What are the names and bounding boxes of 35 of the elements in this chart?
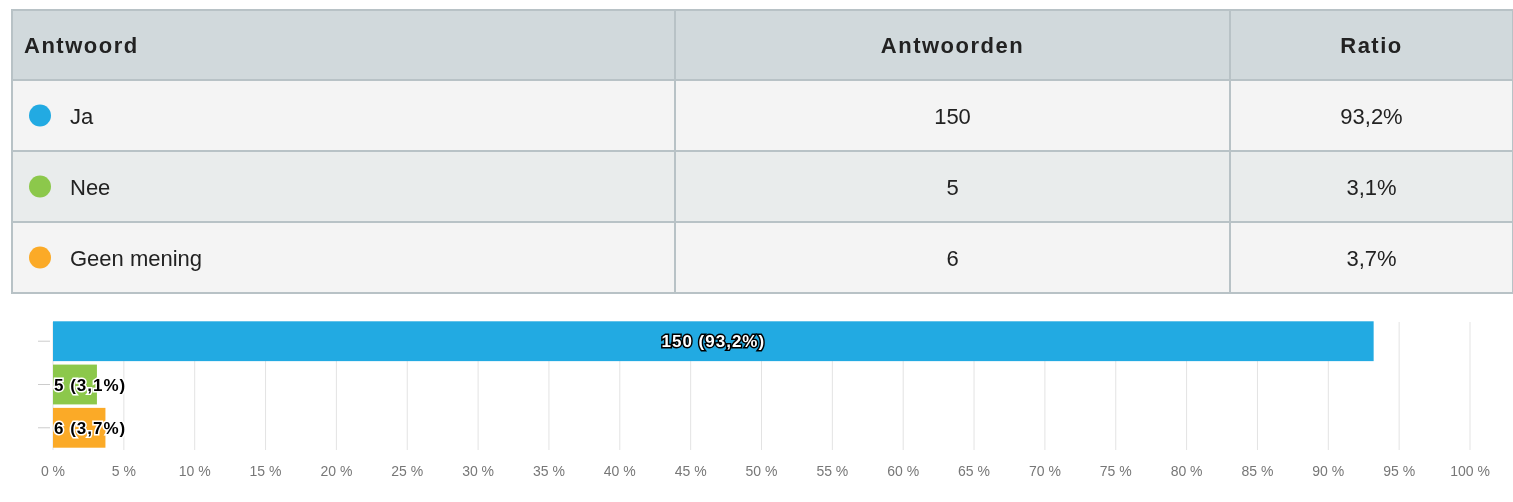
x-tick-label: 100 % [1450, 463, 1490, 479]
x-tick-label: 30 % [462, 463, 495, 479]
x-tick-label: 60 % [887, 463, 920, 479]
x-tick-label: 70 % [1028, 463, 1061, 479]
x-tick-label: 25 % [391, 463, 424, 479]
text: 3,7% [1346, 245, 1397, 271]
bar [53, 321, 1374, 362]
x-tick-label: 65 % [958, 463, 991, 479]
x-tick-label: 10 % [178, 463, 211, 479]
text: 3,1% [1346, 174, 1397, 200]
x-tick-label: 40 % [603, 463, 636, 479]
x-tick-label: 0 % [40, 463, 66, 479]
x-tick-label: 15 % [249, 463, 282, 479]
category-label: Ja [70, 103, 94, 129]
category-label: Antwoorden [880, 33, 1025, 58]
category-label: Antwoord [24, 33, 139, 58]
x-tick-label: 55 % [816, 463, 849, 479]
x-tick-label: 95 % [1383, 463, 1416, 479]
x-tick-label: 90 % [1312, 463, 1345, 479]
x-tick-label: 45 % [674, 463, 707, 479]
category-label: Nee [70, 174, 111, 200]
text: 150 [934, 103, 971, 129]
x-tick-label: 20 % [320, 463, 353, 479]
text: 5 [946, 174, 959, 200]
x-tick-label: 85 % [1241, 463, 1274, 479]
data-label: 150 (93,2%) [661, 332, 766, 352]
x-tick-label: 50 % [745, 463, 778, 479]
text: 93,2% [1340, 103, 1403, 129]
x-tick-label: 5 % [111, 463, 136, 479]
x-tick-label: 35 % [532, 463, 565, 479]
x-tick-label: 75 % [1099, 463, 1132, 479]
x-tick-label: 80 % [1170, 463, 1203, 479]
category-label: Ratio [1340, 33, 1403, 58]
category-label: Geen mening [70, 245, 203, 271]
text: 6 [946, 245, 959, 271]
